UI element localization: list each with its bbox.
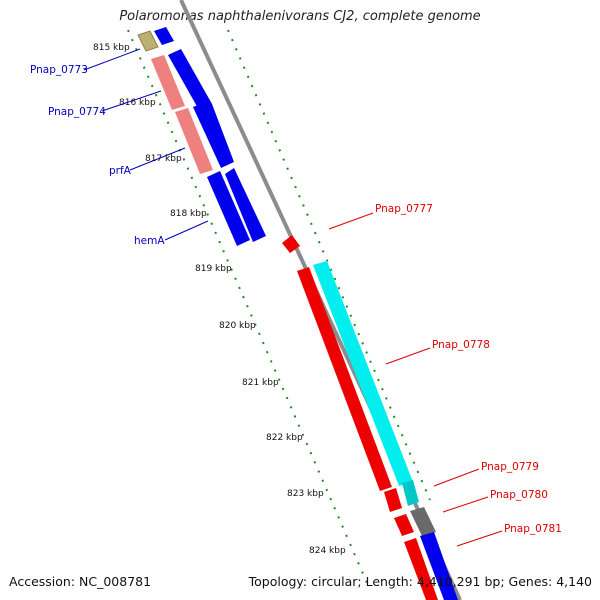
gene-cyan-pnap-0778 <box>313 261 413 486</box>
leader-pnap-0781 <box>456 530 503 547</box>
kbp-label-821: 821 kbp <box>242 378 279 388</box>
gene-pink-pnap-0774 <box>175 108 213 174</box>
topology-text: Topology: circular; Length: 4,410,291 bp… <box>248 574 592 589</box>
gene-red-pnap-0778 <box>297 267 392 491</box>
gene-label-pnap-0774[interactable]: Pnap_0774 <box>48 106 106 118</box>
kbp-label-816: 816 kbp <box>119 98 156 108</box>
gene-label-pnap-0773[interactable]: Pnap_0773 <box>30 64 88 76</box>
gene-label-pnap-0779[interactable]: Pnap_0779 <box>481 461 539 473</box>
gene-blue-prfa <box>193 103 234 168</box>
leader-pnap-0778 <box>385 347 431 365</box>
gene-red-pnap-0781 <box>404 538 438 600</box>
kbp-label-817: 817 kbp <box>145 154 182 164</box>
gene-red-pnap-0779 <box>384 488 402 512</box>
leader-pnap-0773 <box>83 48 141 71</box>
gene-blue-pnap-0781 <box>420 532 458 600</box>
leader-pnap-0780 <box>442 496 489 513</box>
leader-hema <box>164 220 209 241</box>
leader-prfa <box>129 147 186 171</box>
gene-red-pnap-0780 <box>394 514 414 536</box>
gene-olive-segment <box>137 30 159 52</box>
inner-dotted-track <box>127 29 371 591</box>
gene-gray-pnap-0780 <box>410 507 436 536</box>
accession-text: Accession: NC_008781 <box>9 574 152 589</box>
kbp-tick-labels: 815 kbp 816 kbp 817 kbp 818 kbp 819 kbp … <box>93 43 346 556</box>
gene-blue-hema-2 <box>225 168 266 242</box>
gene-label-hema[interactable]: hemA <box>134 235 165 247</box>
gene-label-pnap-0780[interactable]: Pnap_0780 <box>490 489 548 501</box>
map-title: Polaromonas naphthalenivorans CJ2, compl… <box>119 9 481 24</box>
kbp-label-815: 815 kbp <box>93 43 130 53</box>
gene-red-pnap-0777 <box>282 235 300 253</box>
leader-pnap-0779 <box>433 468 480 487</box>
gene-cyan-pnap-0779 <box>402 480 419 506</box>
gene-label-pnap-0781[interactable]: Pnap_0781 <box>504 523 562 535</box>
kbp-label-820: 820 kbp <box>219 321 256 331</box>
kbp-label-819: 819 kbp <box>195 264 232 274</box>
outer-dotted-track <box>227 29 431 501</box>
kbp-label-824: 824 kbp <box>309 546 346 556</box>
gene-blue-segment <box>154 27 174 45</box>
leader-pnap-0774 <box>101 90 162 112</box>
gene-blue-hema-1 <box>207 171 250 246</box>
gene-pink-pnap-0773 <box>151 55 185 110</box>
gene-blue-pnap-0773 <box>168 49 212 110</box>
gene-label-pnap-0778[interactable]: Pnap_0778 <box>432 339 490 351</box>
gene-label-prfa[interactable]: prfA <box>109 165 132 177</box>
kbp-label-822: 822 kbp <box>266 433 303 443</box>
kbp-label-818: 818 kbp <box>170 209 207 219</box>
leader-pnap-0777 <box>328 212 374 230</box>
kbp-label-823: 823 kbp <box>287 489 324 499</box>
gene-label-pnap-0777[interactable]: Pnap_0777 <box>375 203 433 215</box>
